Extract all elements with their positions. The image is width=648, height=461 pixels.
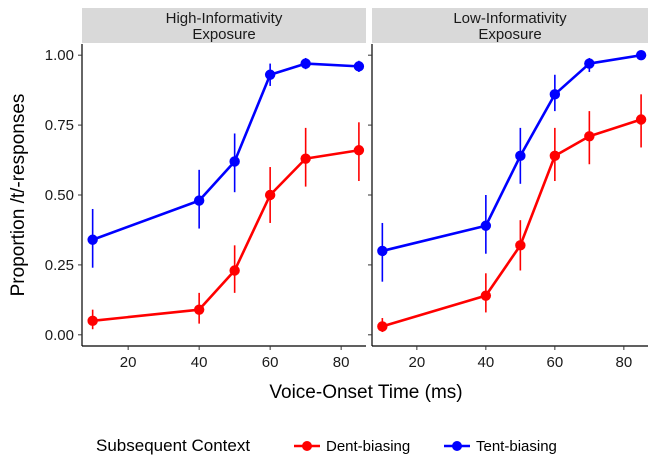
series-line-dent-biasing bbox=[381, 118, 642, 328]
data-point-tent-biasing bbox=[229, 156, 240, 167]
series-line-tent-biasing bbox=[92, 62, 359, 241]
facet-title-line: Exposure bbox=[478, 26, 541, 43]
y-axis-title: Proportion /t/-responses bbox=[8, 94, 29, 297]
data-point-tent-biasing bbox=[549, 89, 561, 100]
y-tick-label: 0.75 bbox=[45, 117, 74, 134]
x-tick-label: 20 bbox=[120, 354, 137, 371]
facet-title-line: Low-Informativity bbox=[453, 10, 567, 27]
x-tick-label: 80 bbox=[333, 354, 350, 371]
data-point-dent-biasing bbox=[87, 315, 98, 327]
data-point-dent-biasing bbox=[515, 240, 526, 251]
data-point-tent-biasing bbox=[87, 234, 98, 245]
data-point-tent-biasing bbox=[193, 195, 205, 206]
data-point-tent-biasing bbox=[264, 69, 276, 80]
data-point-dent-biasing bbox=[480, 290, 492, 301]
y-tick-label: 1.00 bbox=[45, 47, 74, 64]
x-tick-label: 80 bbox=[616, 354, 633, 371]
data-point-tent-biasing bbox=[300, 58, 311, 69]
data-point-dent-biasing bbox=[300, 153, 311, 164]
legend-title: Subsequent Context bbox=[96, 436, 250, 455]
data-point-dent-biasing bbox=[377, 321, 388, 332]
legend: Subsequent Context Dent-biasing Tent-bia… bbox=[96, 436, 557, 455]
data-point-tent-biasing bbox=[480, 220, 492, 231]
legend-label-dent: Dent-biasing bbox=[326, 438, 410, 455]
y-tick-label: 0.50 bbox=[45, 187, 74, 204]
series-line-tent-biasing bbox=[382, 53, 642, 253]
data-point-dent-biasing bbox=[549, 150, 561, 162]
y-tick-label: 0.25 bbox=[45, 257, 74, 274]
data-point-tent-biasing bbox=[515, 150, 526, 162]
facet-strip bbox=[372, 8, 648, 43]
facet-strip bbox=[82, 8, 366, 43]
data-point-tent-biasing bbox=[353, 61, 365, 72]
x-axis-title: Voice-Onset Time (ms) bbox=[269, 382, 462, 403]
legend-key-tent-point bbox=[452, 441, 462, 451]
facet-title-line: High-Informativity bbox=[166, 10, 283, 27]
data-point-dent-biasing bbox=[584, 131, 595, 142]
data-point-dent-biasing bbox=[353, 145, 365, 156]
x-tick-label: 60 bbox=[262, 354, 279, 371]
legend-label-tent: Tent-biasing bbox=[476, 438, 557, 455]
x-tick-label: 20 bbox=[409, 354, 426, 371]
x-tick-label: 40 bbox=[191, 354, 208, 371]
x-tick-label: 40 bbox=[478, 354, 495, 371]
data-point-dent-biasing bbox=[635, 114, 647, 125]
facet-title-line: Exposure bbox=[192, 26, 255, 43]
data-point-dent-biasing bbox=[229, 265, 240, 276]
series-line-dent-biasing bbox=[92, 148, 360, 323]
data-point-tent-biasing bbox=[584, 58, 595, 69]
data-point-dent-biasing bbox=[193, 304, 205, 315]
legend-key-dent-point bbox=[302, 441, 312, 451]
data-point-dent-biasing bbox=[264, 189, 276, 201]
x-tick-label: 60 bbox=[547, 354, 564, 371]
data-point-tent-biasing bbox=[635, 49, 647, 61]
y-tick-label: 0.00 bbox=[45, 327, 74, 344]
data-point-tent-biasing bbox=[377, 245, 388, 257]
